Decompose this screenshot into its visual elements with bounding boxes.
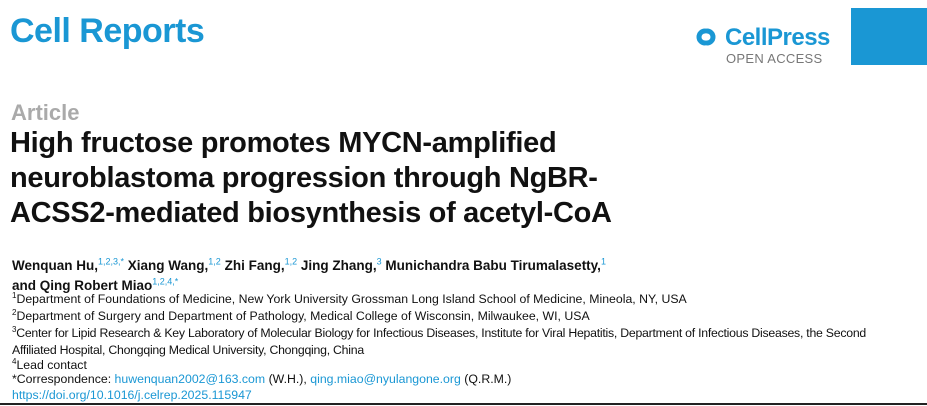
divider: [0, 403, 927, 405]
affiliation: 4Lead contact: [12, 357, 87, 373]
author: Jing Zhang,3: [300, 256, 382, 273]
brand-block: [851, 8, 927, 65]
author: and Qing Robert Miao1,2,4,*: [12, 276, 179, 294]
affiliation: 1Department of Foundations of Medicine, …: [12, 291, 687, 307]
author: Wenquan Hu,1,2,3,*: [12, 256, 125, 273]
doi-link[interactable]: https://doi.org/10.1016/j.celrep.2025.11…: [12, 388, 252, 402]
publisher-name: CellPress: [725, 24, 830, 51]
article-type: Article: [11, 100, 80, 125]
author: Munichandra Babu Tirumalasetty,1: [385, 256, 606, 273]
open-access-label: OPEN ACCESS: [726, 51, 823, 66]
affiliation: 2Department of Surgery and Department of…: [12, 308, 590, 324]
author-list: Wenquan Hu,1,2,3,* Xiang Wang,1,2 Zhi Fa…: [12, 253, 712, 294]
affiliation: 3Center for Lipid Research & Key Laborat…: [12, 325, 867, 358]
email-link-hu[interactable]: huwenquan2002@163.com: [114, 372, 266, 386]
article-title: High fructose promotes MYCN-amplified ne…: [10, 127, 612, 229]
cellpress-logo: CellPress: [693, 24, 830, 52]
author: Xiang Wang,1,2: [127, 256, 221, 273]
cellpress-link-icon: [696, 28, 716, 46]
doi-line: https://doi.org/10.1016/j.celrep.2025.11…: [12, 387, 892, 403]
correspondence: *Correspondence: huwenquan2002@163.com (…: [12, 372, 512, 386]
journal-title: Cell Reports: [10, 12, 205, 50]
email-link-miao[interactable]: qing.miao@nyulangone.org: [310, 372, 461, 386]
author: Zhi Fang,1,2: [224, 256, 298, 273]
